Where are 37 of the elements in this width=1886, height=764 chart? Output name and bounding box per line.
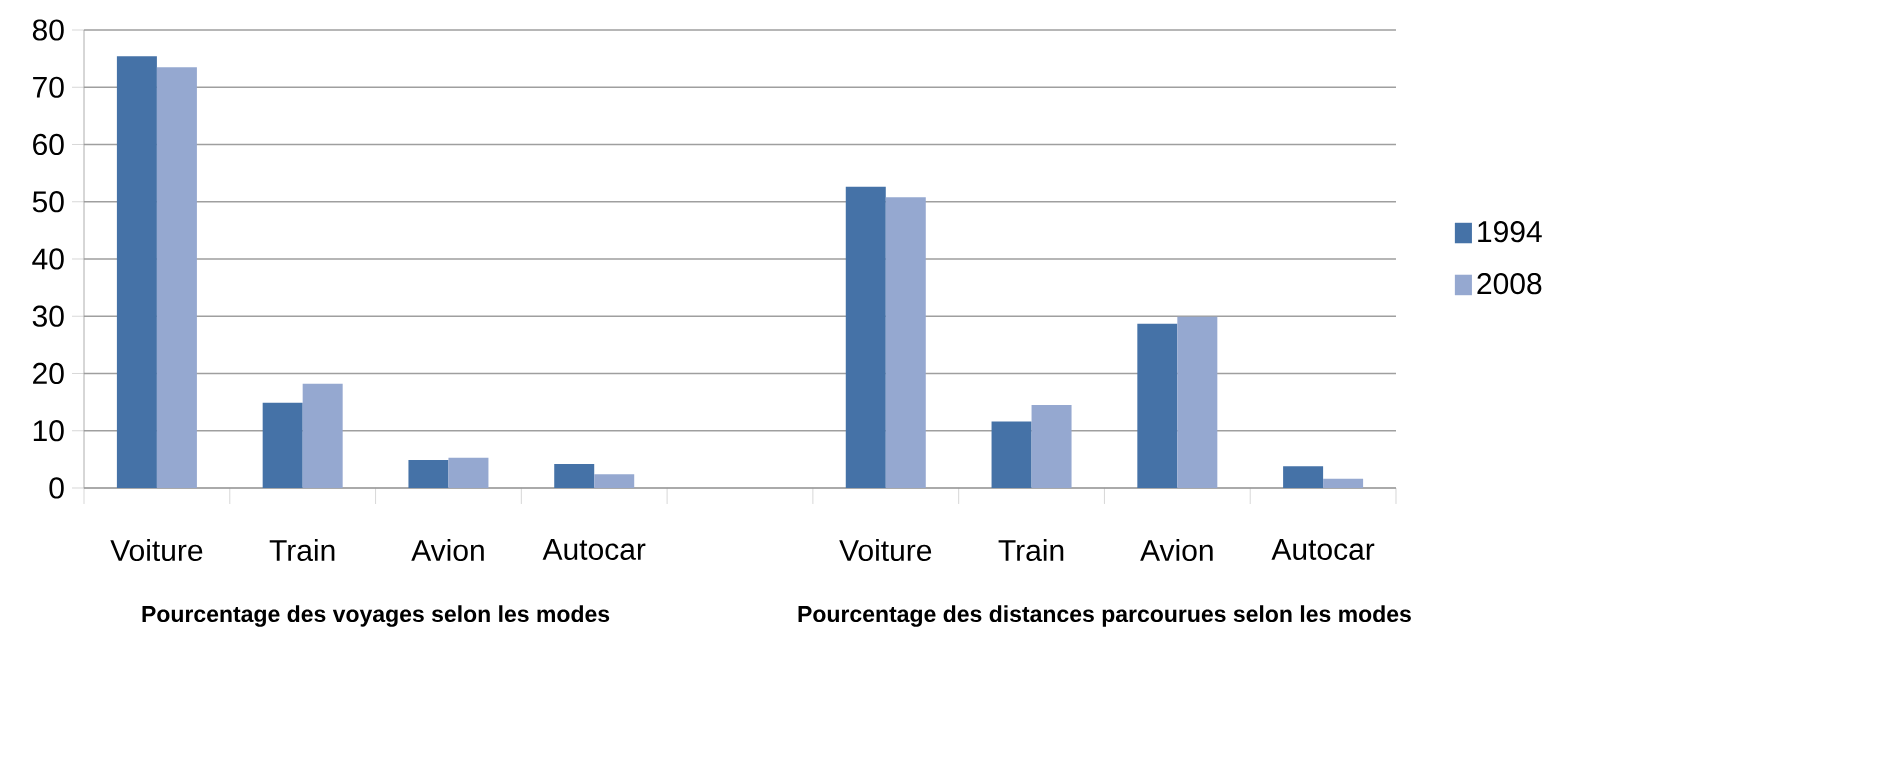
y-tick-label: 10 bbox=[33, 420, 64, 442]
bar bbox=[156, 67, 197, 488]
text: Pourcentage des distances parcourues selon les modes bbox=[798, 605, 1411, 627]
x-tick-label: Train bbox=[998, 539, 1064, 562]
y-tick-label: 0 bbox=[49, 477, 64, 499]
bar bbox=[1177, 316, 1218, 488]
x-tick-label: Train bbox=[269, 539, 335, 562]
text: Pourcentage des voyages selon les modes bbox=[142, 605, 610, 627]
y-tick-label: 20 bbox=[33, 362, 64, 385]
bar bbox=[1137, 323, 1178, 488]
bar bbox=[594, 474, 635, 488]
bar bbox=[845, 186, 886, 488]
y-tick-label: 40 bbox=[32, 248, 64, 270]
bar bbox=[408, 459, 449, 488]
x-tick-label: Autocar bbox=[1271, 539, 1375, 560]
y-tick-label: 80 bbox=[32, 19, 64, 41]
bar bbox=[448, 457, 489, 488]
x-tick-label: Voiture bbox=[110, 539, 203, 562]
x-tick-label: Avion bbox=[1140, 539, 1213, 562]
bar bbox=[302, 383, 343, 488]
legend-label: 2008 bbox=[1477, 272, 1542, 295]
bar bbox=[991, 421, 1032, 488]
y-tick-label: 70 bbox=[33, 76, 64, 98]
x-tick-label: Avion bbox=[411, 539, 484, 562]
y-tick-label: 60 bbox=[33, 133, 64, 156]
bar bbox=[1283, 466, 1324, 488]
bar bbox=[1323, 478, 1364, 488]
legend-label: 1994 bbox=[1478, 221, 1542, 243]
x-tick-label: Voiture bbox=[839, 539, 932, 562]
bar bbox=[116, 56, 157, 488]
bar bbox=[885, 197, 926, 488]
bar bbox=[1031, 404, 1072, 488]
bar bbox=[554, 463, 595, 488]
y-tick-label: 50 bbox=[32, 191, 64, 213]
bar bbox=[262, 402, 303, 488]
y-tick-label: 30 bbox=[32, 305, 64, 327]
x-tick-label: Autocar bbox=[542, 539, 646, 560]
